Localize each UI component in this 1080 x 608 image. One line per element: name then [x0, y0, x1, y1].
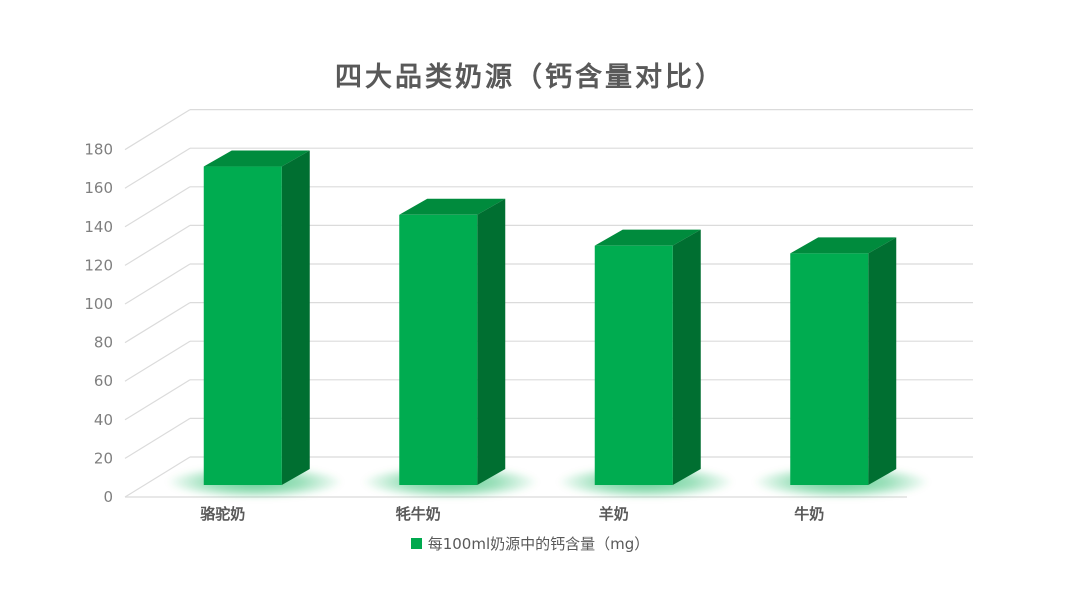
- y-axis-tick-label: 40: [94, 411, 113, 429]
- gridline-depth-40: [124, 379, 191, 421]
- bar-side-face: [672, 229, 701, 485]
- legend: 每100ml奶源中的钙含量（mg）: [0, 533, 1060, 553]
- gridline-depth-20: [124, 417, 191, 459]
- gridline-depth-180: [124, 109, 191, 151]
- bar-side-face: [868, 237, 897, 485]
- bar-front-face: [399, 214, 478, 486]
- chart-title: 四大品类奶源（钙含量对比）: [335, 62, 725, 93]
- y-axis-tick-label: 0: [103, 488, 113, 506]
- category-label: 牦牛奶: [396, 505, 441, 523]
- y-axis-tick-label: 60: [94, 372, 113, 390]
- gridline-depth-140: [124, 186, 191, 228]
- gridline-depth-80: [124, 302, 191, 344]
- y-axis-tick-label: 160: [84, 179, 113, 197]
- y-axis-tick-label: 20: [94, 449, 113, 467]
- bar-front-face: [203, 166, 282, 486]
- gridline-depth-100: [124, 263, 191, 305]
- gridline-depth-60: [124, 340, 191, 382]
- bar-top-face: [399, 198, 506, 215]
- y-axis-tick-label: 80: [94, 334, 113, 352]
- bar-top-face: [594, 229, 701, 246]
- category-label: 羊奶: [599, 505, 629, 523]
- bar-side-face: [281, 150, 310, 486]
- category-label: 牛奶: [794, 505, 824, 523]
- bar-front-face: [790, 253, 869, 485]
- gridline-depth-0: [124, 456, 191, 498]
- y-axis-tick-label: 120: [84, 256, 113, 274]
- bar-side-face: [477, 198, 506, 486]
- y-axis-tick-label: 180: [84, 141, 113, 159]
- legend-marker-icon: [410, 537, 422, 549]
- legend-label: 每100ml奶源中的钙含量（mg）: [427, 534, 650, 553]
- gridline-depth-120: [124, 224, 191, 266]
- bar-front-face: [594, 245, 673, 485]
- gridline-depth-160: [124, 147, 191, 189]
- category-label: 骆驼奶: [200, 505, 245, 523]
- bar-top-face: [203, 150, 310, 167]
- y-axis-tick-label: 140: [84, 218, 113, 236]
- bar-top-face: [790, 237, 897, 254]
- y-axis-tick-label: 100: [84, 295, 113, 313]
